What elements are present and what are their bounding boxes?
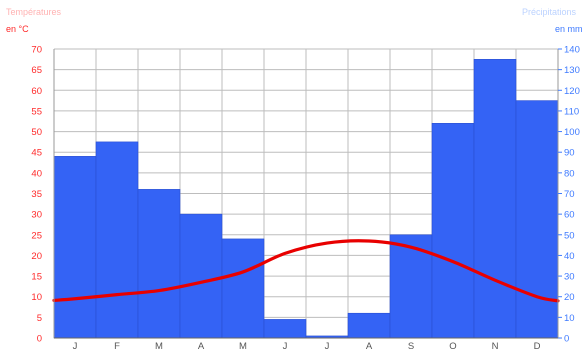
right-tick-label: 70 (564, 189, 575, 200)
left-tick-label: 25 (31, 230, 42, 241)
temperature-line (52, 239, 560, 303)
precip-bar (431, 123, 475, 339)
left-tick-label: 55 (31, 106, 42, 117)
temperature-curve (52, 239, 560, 303)
right-tick-label: 30 (564, 272, 575, 283)
right-tick-label: 10 (564, 313, 575, 324)
left-tick-label: 65 (31, 65, 42, 76)
right-tick-label: 80 (564, 168, 575, 179)
right-axis-title: Précipitations (522, 7, 577, 17)
left-tick-label: 40 (31, 168, 42, 179)
right-tick-label: 60 (564, 210, 575, 221)
precip-bar (515, 100, 559, 339)
right-tick-label: 50 (564, 230, 575, 241)
right-tick-label: 140 (564, 45, 580, 56)
left-tick-label: 30 (31, 210, 42, 221)
precip-bar (95, 141, 139, 339)
x-tick-label: F (114, 341, 120, 349)
left-tick-label: 20 (31, 251, 42, 262)
right-tick-label: 20 (564, 292, 575, 303)
left-tick-label: 70 (31, 45, 42, 56)
precipitation-bars (53, 59, 559, 339)
left-axis-unit: en °C (6, 24, 29, 34)
right-tick-label: 90 (564, 148, 575, 159)
x-tick-label: S (408, 341, 414, 349)
precip-bar (137, 189, 181, 339)
x-tick-label: N (492, 341, 499, 349)
right-tick-label: 130 (564, 65, 580, 76)
right-tick-label: 40 (564, 251, 575, 262)
x-tick-label: J (73, 341, 78, 349)
right-axis-unit: en mm (555, 24, 583, 34)
x-tick-label: M (155, 341, 163, 349)
left-tick-label: 45 (31, 148, 42, 159)
right-tick-label: 100 (564, 127, 580, 138)
x-tick-label: O (449, 341, 456, 349)
x-tick-label: A (198, 341, 205, 349)
x-tick-label: M (239, 341, 247, 349)
left-axis-title: Températures (6, 7, 62, 17)
left-tick-label: 0 (37, 334, 42, 345)
x-tick-label: D (534, 341, 541, 349)
x-tick-label: A (366, 341, 373, 349)
left-tick-label: 5 (37, 313, 42, 324)
precip-bar (347, 312, 391, 339)
precip-bar (221, 238, 265, 339)
precip-bar (263, 319, 307, 339)
left-tick-label: 15 (31, 272, 42, 283)
right-axis: 0 10 20 30 40 50 60 70 80 90 100 110 120 130 140 (557, 45, 580, 345)
precip-bar (473, 59, 517, 339)
right-tick-label: 0 (564, 334, 569, 345)
right-tick-label: 120 (564, 86, 580, 97)
right-tick-label: 110 (564, 106, 579, 117)
x-tick-label: J (283, 341, 288, 349)
precip-bar (179, 213, 223, 339)
precip-bar (53, 156, 97, 339)
left-tick-label: 60 (31, 86, 42, 97)
left-tick-label: 35 (31, 189, 42, 200)
left-tick-label: 50 (31, 127, 42, 138)
left-axis: 0 5 10 15 20 25 30 35 40 45 50 55 60 65 70 (31, 45, 55, 345)
left-tick-label: 10 (31, 292, 42, 303)
x-tick-label: J (325, 341, 330, 349)
